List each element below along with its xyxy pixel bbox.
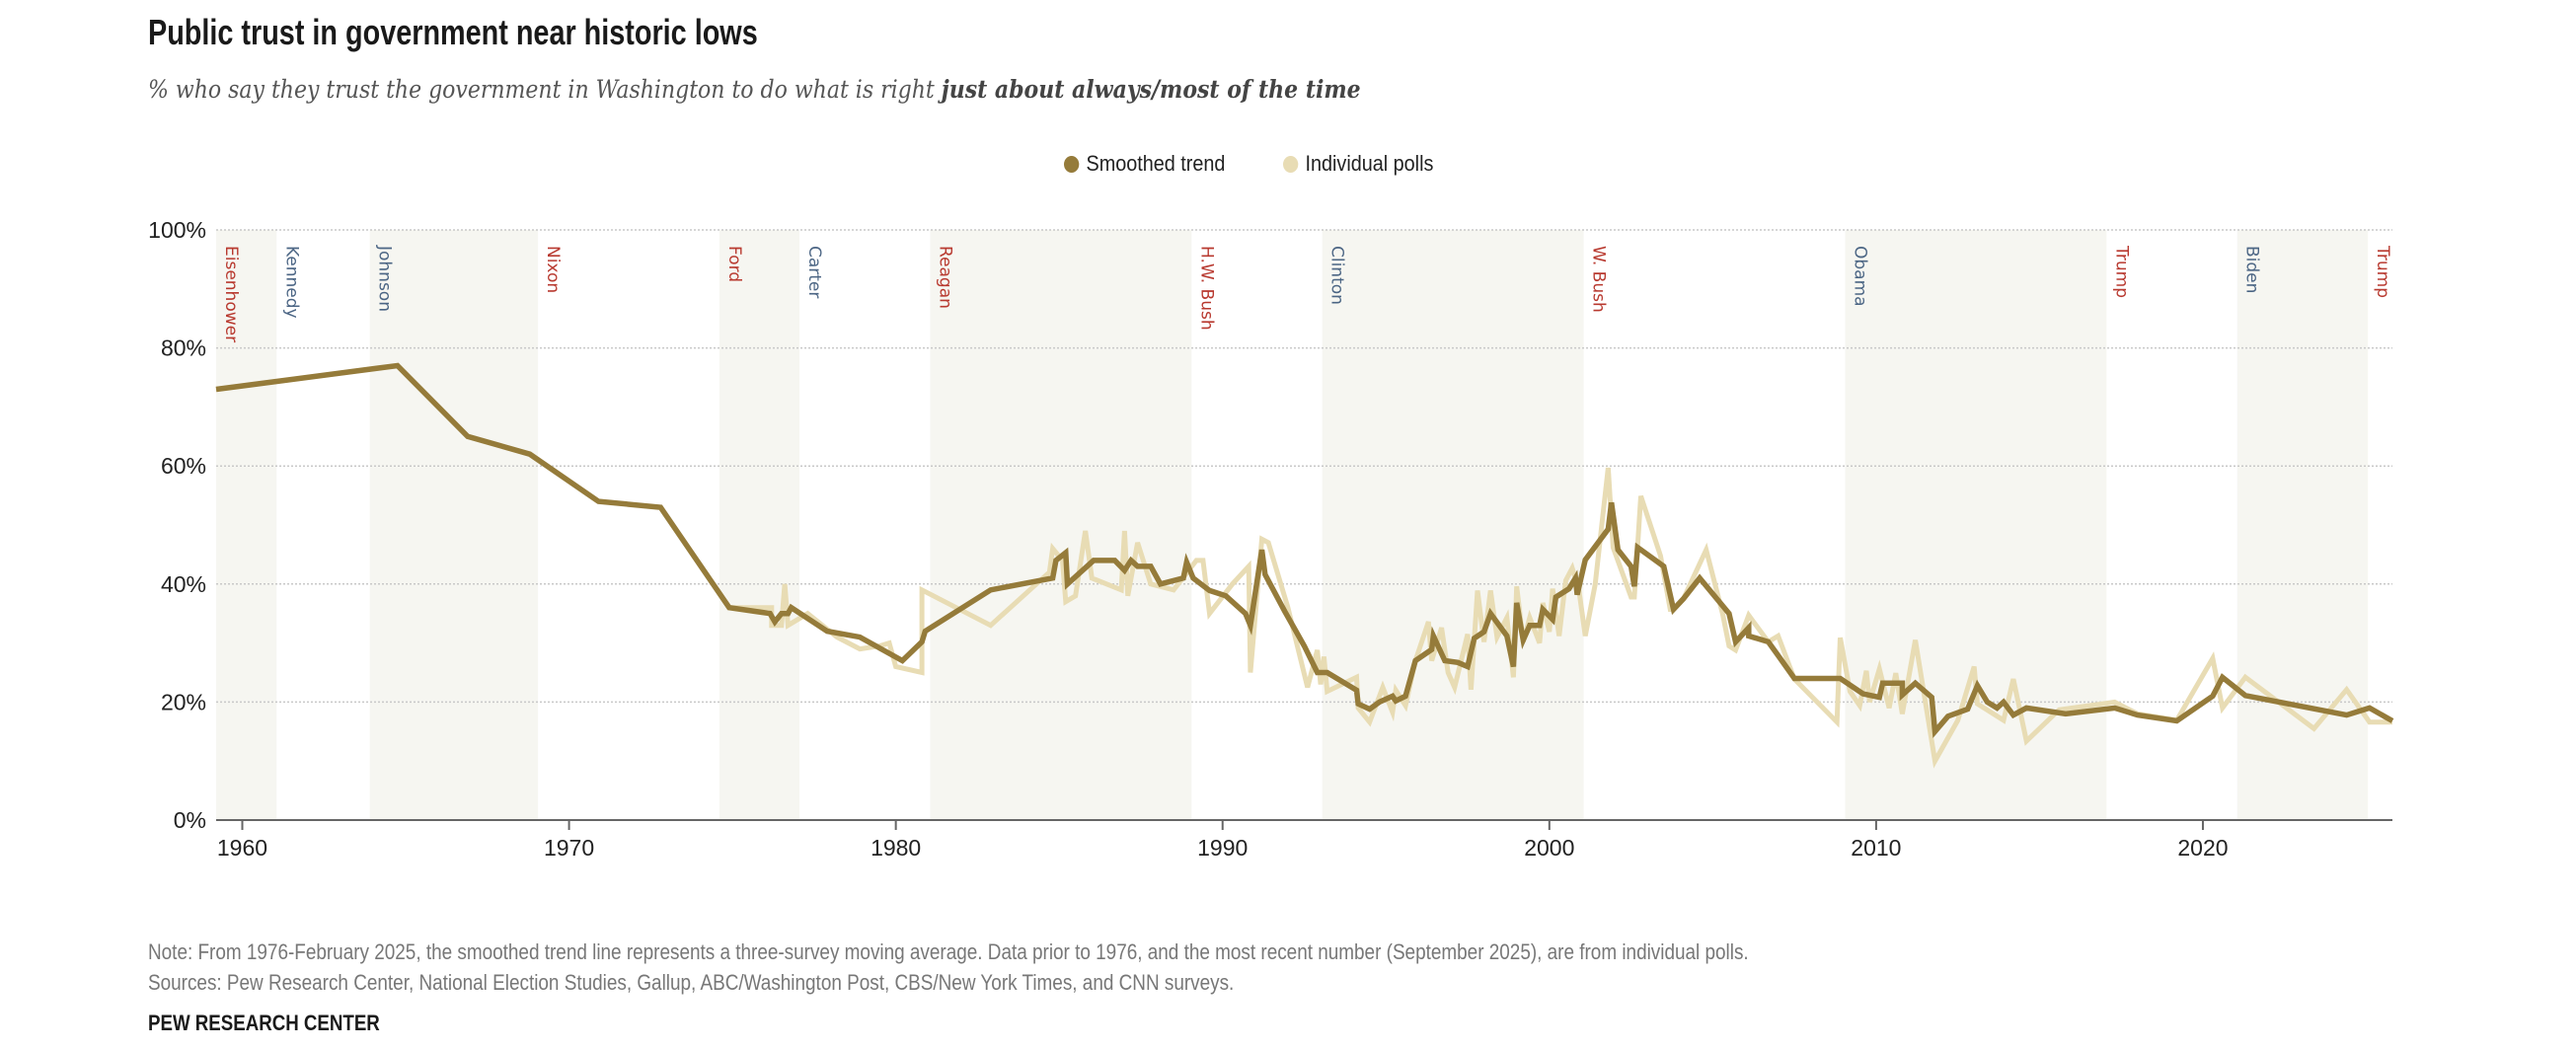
y-tick-label: 20% (161, 689, 206, 714)
president-label: Trump (2373, 245, 2392, 298)
x-tick-label: 2010 (1851, 835, 1901, 861)
chart-title: Public trust in government near historic… (148, 12, 758, 52)
president-label: Obama (1850, 246, 1869, 307)
brand-logo-text: PEW RESEARCH CENTER (148, 1011, 380, 1035)
series-lines (215, 362, 2394, 769)
x-tick-label: 1960 (217, 835, 267, 861)
chart: Eisenhower Kennedy Johnson Nixon Ford Carter R… (148, 217, 2394, 861)
y-tick-label: 0% (174, 807, 206, 833)
president-band (930, 230, 1192, 820)
president-label: W. Bush (1589, 246, 1609, 313)
sources: Sources: Pew Research Center, National E… (148, 970, 1235, 995)
legend: Smoothed trend Individual polls (1064, 151, 1489, 177)
y-tick-label: 80% (161, 336, 206, 361)
president-label: Clinton (1327, 246, 1347, 305)
legend-swatch-polls (1282, 155, 1298, 173)
president-band (369, 230, 539, 820)
x-tick-label: 1970 (544, 835, 594, 861)
chart-subtitle: % who say they trust the government in W… (148, 75, 1361, 104)
president-label: Ford (724, 246, 744, 282)
president-bands (216, 230, 2369, 820)
legend-label-polls: Individual polls (1305, 151, 1433, 176)
president-band (1845, 230, 2107, 820)
legend-label-smoothed: Smoothed trend (1086, 151, 1226, 176)
president-band (2236, 230, 2369, 820)
y-tick-label: 100% (148, 217, 206, 243)
subtitle-plain: % who say they trust the government in W… (148, 75, 942, 104)
legend-swatch-smoothed (1064, 155, 1080, 173)
x-tick-label: 1990 (1197, 835, 1248, 861)
president-label: Nixon (543, 246, 563, 293)
president-label: Trump (2111, 245, 2131, 298)
president-label: Johnson (375, 245, 395, 312)
x-tick-label: 1980 (871, 835, 921, 861)
president-labels: Eisenhower Kennedy Johnson Nixon Ford Carter R… (221, 245, 2392, 342)
president-label: Carter (804, 246, 824, 298)
president-label: Reagan (935, 246, 954, 309)
president-band (1322, 230, 1584, 820)
x-tick-label: 2000 (1524, 835, 1574, 861)
gridlines (216, 229, 2392, 704)
president-label: Kennedy (281, 246, 301, 319)
president-band (216, 230, 277, 820)
legend-item-smoothed: Smoothed trend (1064, 151, 1225, 177)
series-individual-polls-line (215, 362, 2392, 769)
axes: 0% 20% 40% 60% 80% 100% 1960 1970 1980 1990 2000 20… (148, 217, 2392, 861)
president-label: Biden (2242, 246, 2262, 293)
legend-item-polls: Individual polls (1282, 151, 1433, 177)
president-label: H.W. Bush (1196, 246, 1216, 331)
series-smoothed-trend-line (215, 362, 2394, 739)
footnote: Note: From 1976-February 2025, the smoot… (148, 939, 1749, 964)
x-tick-label: 2020 (2177, 835, 2228, 861)
subtitle-bold: just about always/most of the time (941, 75, 1361, 104)
president-band (719, 230, 799, 820)
president-label: Eisenhower (221, 246, 241, 342)
y-tick-label: 40% (161, 571, 206, 597)
y-tick-label: 60% (161, 453, 206, 479)
